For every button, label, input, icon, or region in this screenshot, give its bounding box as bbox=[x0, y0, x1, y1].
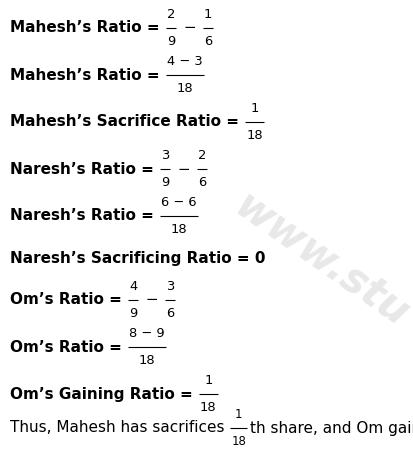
Text: 6: 6 bbox=[204, 35, 212, 48]
Text: 18: 18 bbox=[246, 129, 263, 142]
Text: 1: 1 bbox=[250, 102, 259, 115]
Text: −: − bbox=[141, 292, 164, 308]
Text: Naresh’s Ratio =: Naresh’s Ratio = bbox=[10, 208, 159, 224]
Text: 6: 6 bbox=[198, 176, 206, 189]
Text: −: − bbox=[179, 21, 202, 35]
Text: 1: 1 bbox=[235, 408, 242, 421]
Text: 6 − 6: 6 − 6 bbox=[161, 196, 197, 209]
Text: 2: 2 bbox=[167, 8, 175, 21]
Text: 4: 4 bbox=[129, 280, 138, 293]
Text: 1: 1 bbox=[204, 8, 212, 21]
Text: Thus, Mahesh has sacrifices: Thus, Mahesh has sacrifices bbox=[10, 421, 229, 436]
Text: −: − bbox=[173, 162, 196, 176]
Text: 9: 9 bbox=[167, 35, 175, 48]
Text: 18: 18 bbox=[200, 401, 217, 414]
Text: 18: 18 bbox=[139, 354, 155, 367]
Text: 8 − 9: 8 − 9 bbox=[129, 327, 165, 340]
Text: Om’s Gaining Ratio =: Om’s Gaining Ratio = bbox=[10, 387, 198, 401]
Text: Naresh’s Ratio =: Naresh’s Ratio = bbox=[10, 162, 159, 176]
Text: 18: 18 bbox=[171, 223, 187, 236]
Text: 3: 3 bbox=[161, 149, 169, 162]
Text: 6: 6 bbox=[166, 307, 174, 320]
Text: Om’s Ratio =: Om’s Ratio = bbox=[10, 339, 127, 355]
Text: 9: 9 bbox=[129, 307, 138, 320]
Text: 18: 18 bbox=[231, 435, 246, 448]
Text: 3: 3 bbox=[166, 280, 174, 293]
Text: Naresh’s Sacrificing Ratio = 0: Naresh’s Sacrificing Ratio = 0 bbox=[10, 251, 266, 265]
Text: 1: 1 bbox=[204, 374, 213, 387]
Text: Mahesh’s Sacrifice Ratio =: Mahesh’s Sacrifice Ratio = bbox=[10, 114, 244, 129]
Text: 9: 9 bbox=[161, 176, 169, 189]
Text: 2: 2 bbox=[198, 149, 206, 162]
Text: Mahesh’s Ratio =: Mahesh’s Ratio = bbox=[10, 21, 165, 35]
Text: th share, and Om gain: th share, and Om gain bbox=[250, 421, 413, 436]
Text: Om’s Ratio =: Om’s Ratio = bbox=[10, 292, 127, 308]
Text: 4 − 3: 4 − 3 bbox=[167, 55, 202, 68]
Text: www.stu: www.stu bbox=[227, 185, 413, 336]
Text: 18: 18 bbox=[176, 82, 193, 95]
Text: Mahesh’s Ratio =: Mahesh’s Ratio = bbox=[10, 67, 165, 83]
